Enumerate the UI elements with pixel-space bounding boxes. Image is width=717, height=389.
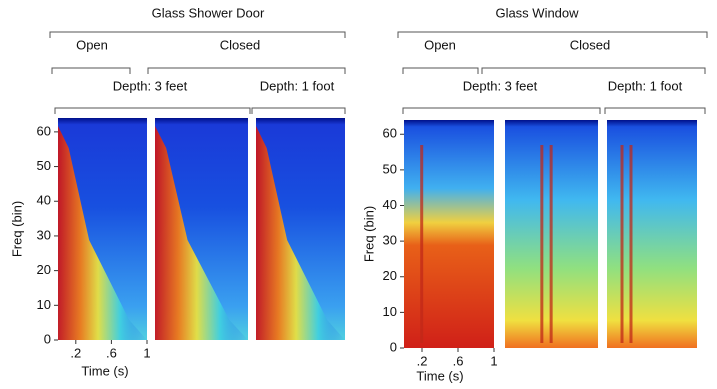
- group-label: Closed: [220, 37, 260, 52]
- x-tick-label: 1: [490, 353, 497, 368]
- y-tick-label: 10: [383, 304, 397, 319]
- depth-label: Depth: 1 foot: [260, 78, 335, 93]
- y-tick-label: 30: [37, 227, 51, 242]
- bracket: [397, 31, 708, 38]
- y-tick-label: 50: [37, 158, 51, 173]
- panel-title: Glass Window: [495, 5, 579, 20]
- group-label: Open: [76, 37, 108, 52]
- spectrogram-energy: [256, 126, 345, 340]
- x-tick-label: 1: [143, 345, 150, 360]
- y-tick-label: 20: [383, 268, 397, 283]
- spectrogram-energy: [155, 126, 248, 340]
- x-tick-label: .6: [106, 345, 117, 360]
- y-axis-label: Freq (bin): [9, 201, 24, 257]
- panel-title: Glass Shower Door: [152, 5, 265, 20]
- x-axis-label: Time (s): [416, 368, 463, 383]
- echo-line: [620, 145, 624, 343]
- y-tick-label: 40: [383, 197, 397, 212]
- y-tick-label: 0: [44, 331, 51, 346]
- spectrogram-energy: [58, 126, 147, 340]
- x-tick-label: .2: [417, 353, 428, 368]
- group-label: Closed: [570, 37, 610, 52]
- y-tick-label: 40: [37, 193, 51, 208]
- y-tick-label: 0: [390, 339, 397, 354]
- x-tick-label: .6: [453, 353, 464, 368]
- bracket: [402, 107, 601, 114]
- group-label: Open: [424, 37, 456, 52]
- x-tick-label: .2: [70, 345, 81, 360]
- y-tick-label: 60: [37, 123, 51, 138]
- spectrogram: [404, 120, 494, 348]
- y-tick-label: 10: [37, 297, 51, 312]
- echo-line: [540, 145, 544, 343]
- bracket: [481, 67, 706, 74]
- echo-line: [629, 145, 633, 343]
- echo-line: [549, 145, 553, 343]
- y-tick-label: 50: [383, 161, 397, 176]
- bracket: [49, 31, 346, 38]
- y-tick-label: 30: [383, 233, 397, 248]
- y-tick-label: 60: [383, 126, 397, 141]
- bracket: [402, 67, 479, 74]
- depth-label: Depth: 3 feet: [113, 78, 188, 93]
- bracket: [54, 107, 251, 114]
- echo-line: [420, 145, 424, 343]
- bracket: [251, 107, 346, 114]
- x-axis-label: Time (s): [81, 363, 128, 378]
- depth-label: Depth: 3 feet: [463, 78, 538, 93]
- y-tick-label: 20: [37, 262, 51, 277]
- bracket: [147, 67, 346, 74]
- bracket: [604, 107, 706, 114]
- y-axis-label: Freq (bin): [361, 206, 376, 262]
- bracket: [51, 67, 131, 74]
- depth-label: Depth: 1 foot: [608, 78, 683, 93]
